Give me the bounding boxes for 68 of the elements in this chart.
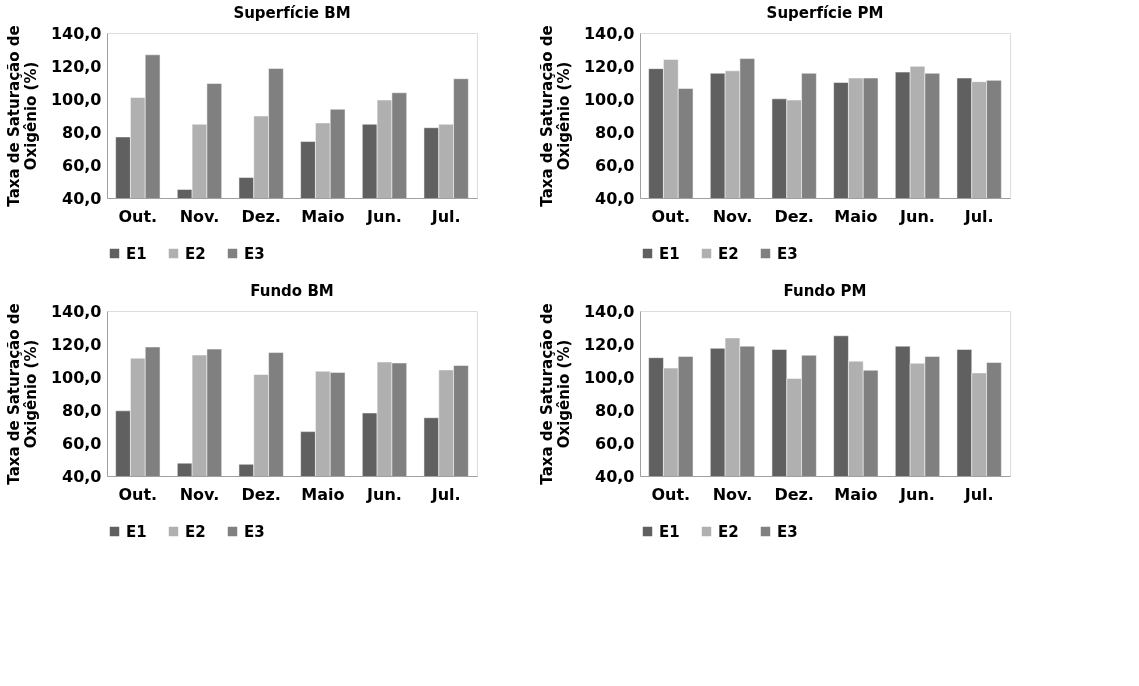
y-axis-title: Taxa de Saturação de Oxigênio (%) bbox=[537, 303, 573, 485]
legend-label: E2 bbox=[185, 244, 206, 263]
x-tick-label: Out. bbox=[651, 206, 691, 226]
x-tick-label: Nov. bbox=[179, 484, 220, 504]
y-tick-label: 120,0 bbox=[50, 56, 102, 76]
legend-label: E3 bbox=[244, 522, 265, 541]
y-tick-label: 140,0 bbox=[583, 23, 635, 43]
x-tick-label: Jun. bbox=[366, 206, 402, 226]
y-tick-label: 60,0 bbox=[595, 433, 635, 453]
x-tick-label: Nov. bbox=[712, 206, 753, 226]
x-tick-label: Maio bbox=[301, 484, 345, 504]
legend-label: E3 bbox=[777, 244, 798, 263]
chart-title: Fundo PM bbox=[783, 281, 867, 300]
legend-label: E2 bbox=[718, 522, 739, 541]
y-tick-label: 140,0 bbox=[50, 301, 102, 321]
y-tick-label: 60,0 bbox=[62, 433, 102, 453]
x-tick-label: Dez. bbox=[241, 206, 281, 226]
legend-label: E1 bbox=[659, 522, 680, 541]
legend-label: E3 bbox=[777, 522, 798, 541]
x-tick-label: Jul. bbox=[430, 484, 461, 504]
legend-label: E1 bbox=[659, 244, 680, 263]
legend-label: E1 bbox=[126, 244, 147, 263]
x-tick-label: Maio bbox=[834, 206, 878, 226]
y-tick-label: 60,0 bbox=[62, 155, 102, 175]
legend-label: E1 bbox=[126, 522, 147, 541]
chart-title: Superfície BM bbox=[233, 3, 351, 22]
y-tick-label: 100,0 bbox=[583, 367, 635, 387]
legend-label: E2 bbox=[185, 522, 206, 541]
x-tick-label: Nov. bbox=[179, 206, 220, 226]
y-tick-label: 60,0 bbox=[595, 155, 635, 175]
y-tick-label: 120,0 bbox=[583, 56, 635, 76]
y-tick-label: 40,0 bbox=[595, 188, 635, 208]
x-tick-label: Dez. bbox=[774, 206, 814, 226]
y-tick-label: 80,0 bbox=[595, 122, 635, 142]
y-axis-title: Taxa de Saturação de Oxigênio (%) bbox=[4, 303, 40, 485]
y-axis-title: Taxa de Saturação de Oxigênio (%) bbox=[537, 25, 573, 207]
y-tick-label: 80,0 bbox=[62, 122, 102, 142]
y-tick-label: 140,0 bbox=[50, 23, 102, 43]
x-tick-label: Jul. bbox=[963, 206, 994, 226]
y-tick-label: 100,0 bbox=[50, 367, 102, 387]
x-tick-label: Maio bbox=[301, 206, 345, 226]
y-tick-label: 40,0 bbox=[62, 466, 102, 486]
x-tick-label: Jun. bbox=[366, 484, 402, 504]
x-tick-label: Out. bbox=[118, 206, 158, 226]
chart-title: Superfície PM bbox=[766, 3, 884, 22]
y-axis-title: Taxa de Saturação de Oxigênio (%) bbox=[4, 25, 40, 207]
x-tick-label: Dez. bbox=[774, 484, 814, 504]
y-tick-label: 120,0 bbox=[583, 334, 635, 354]
y-tick-label: 140,0 bbox=[583, 301, 635, 321]
y-tick-label: 40,0 bbox=[595, 466, 635, 486]
x-tick-label: Out. bbox=[651, 484, 691, 504]
y-tick-label: 80,0 bbox=[62, 400, 102, 420]
legend-label: E2 bbox=[718, 244, 739, 263]
x-tick-label: Maio bbox=[834, 484, 878, 504]
x-tick-label: Jun. bbox=[899, 206, 935, 226]
y-tick-label: 100,0 bbox=[50, 89, 102, 109]
legend-label: E3 bbox=[244, 244, 265, 263]
chart-title: Fundo BM bbox=[250, 281, 334, 300]
x-tick-label: Nov. bbox=[712, 484, 753, 504]
y-tick-label: 120,0 bbox=[50, 334, 102, 354]
x-tick-label: Dez. bbox=[241, 484, 281, 504]
y-tick-label: 80,0 bbox=[595, 400, 635, 420]
y-tick-label: 40,0 bbox=[62, 188, 102, 208]
x-tick-label: Out. bbox=[118, 484, 158, 504]
y-tick-label: 100,0 bbox=[583, 89, 635, 109]
x-tick-label: Jul. bbox=[963, 484, 994, 504]
x-tick-label: Jun. bbox=[899, 484, 935, 504]
x-tick-label: Jul. bbox=[430, 206, 461, 226]
